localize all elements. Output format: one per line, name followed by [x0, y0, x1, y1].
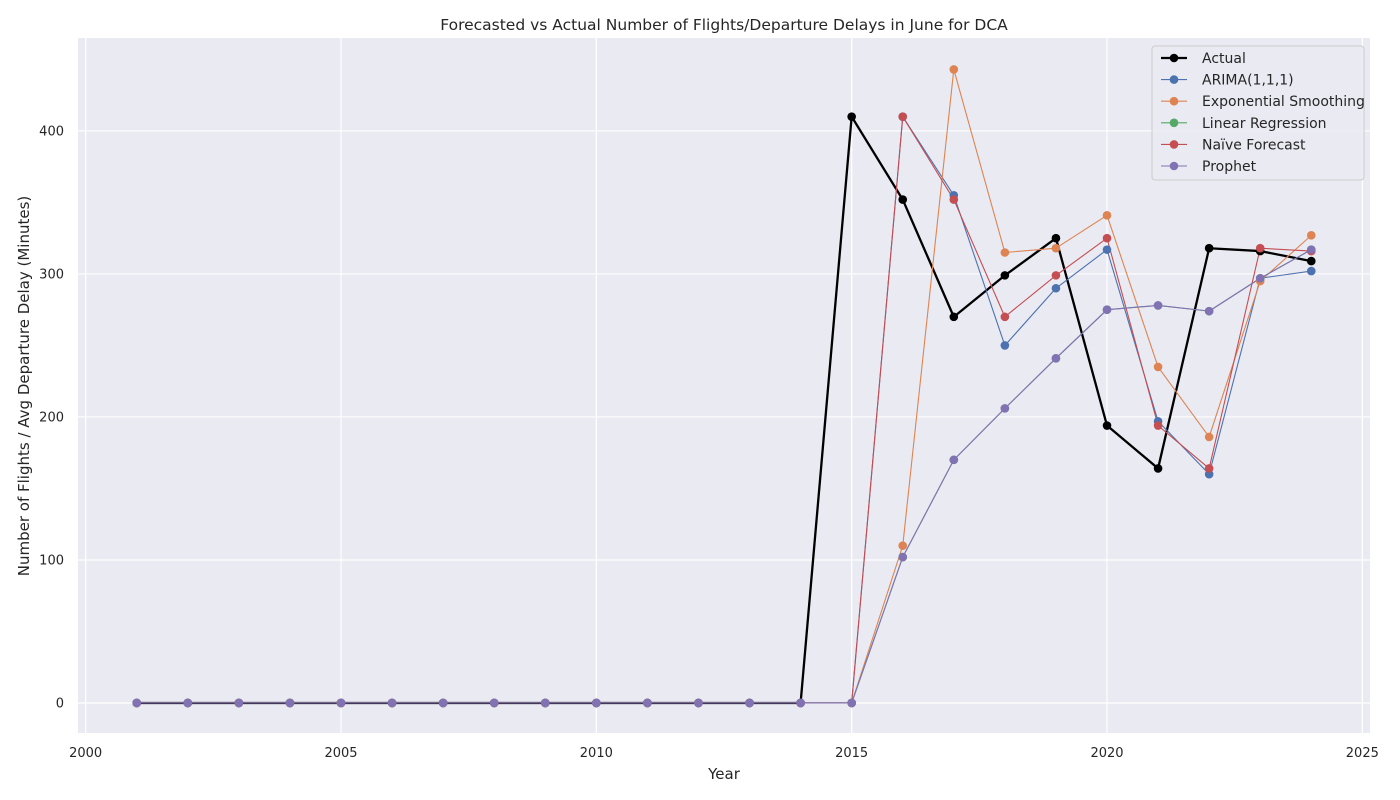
data-point-na-ve-forecast	[1051, 271, 1061, 280]
legend-label-arima-1-1-1: ARIMA(1,1,1)	[1202, 73, 1294, 89]
data-point-prophet	[234, 698, 244, 708]
data-point-actual	[949, 312, 959, 322]
x-tick-label: 2000	[69, 746, 102, 761]
chart-title: Forecasted vs Actual Number of Flights/D…	[440, 16, 1008, 34]
data-point-prophet	[592, 698, 601, 708]
data-point-arima-1-1-1	[1000, 341, 1010, 350]
data-point-na-ve-forecast	[1102, 233, 1112, 243]
data-point-na-ve-forecast	[1255, 243, 1265, 253]
x-tick-label: 2005	[324, 746, 357, 761]
data-point-prophet	[847, 698, 856, 708]
legend-label-actual: Actual	[1202, 51, 1246, 67]
data-point-prophet	[1000, 404, 1010, 413]
y-axis-label: Number of Flights / Avg Departure Delay …	[15, 196, 33, 577]
data-point-exponential-smoothing	[898, 541, 908, 550]
x-tick-label: 2020	[1090, 746, 1123, 761]
data-point-actual	[1051, 233, 1061, 243]
data-point-prophet	[694, 698, 703, 708]
data-point-arima-1-1-1	[1102, 245, 1112, 254]
y-tick-labels: 0 100 200 300 400	[39, 124, 64, 711]
data-point-prophet	[1051, 354, 1061, 363]
data-point-exponential-smoothing	[1000, 248, 1010, 257]
data-point-na-ve-forecast	[1204, 464, 1214, 473]
data-point-exponential-smoothing	[1102, 211, 1112, 220]
legend-label-exponential-smoothing: Exponential Smoothing	[1202, 94, 1365, 110]
data-point-arima-1-1-1	[1306, 266, 1316, 276]
legend-marker-arima-1-1-1	[1169, 75, 1179, 84]
data-point-prophet	[336, 698, 346, 708]
y-tick-label: 100	[39, 553, 64, 568]
data-point-actual	[1000, 271, 1010, 280]
data-point-prophet	[1153, 301, 1163, 310]
data-point-actual	[1306, 256, 1316, 266]
data-point-na-ve-forecast	[1000, 312, 1010, 322]
y-tick-label: 400	[39, 124, 64, 139]
series-line-prophet	[136, 249, 1312, 704]
data-point-prophet	[489, 698, 499, 708]
data-point-prophet	[1204, 306, 1214, 316]
data-point-na-ve-forecast	[949, 195, 959, 204]
legend-marker-exponential-smoothing	[1169, 96, 1179, 106]
data-point-prophet	[1255, 273, 1265, 283]
legend-marker-actual	[1169, 53, 1179, 63]
data-point-prophet	[1102, 305, 1112, 315]
data-point-prophet	[949, 455, 959, 465]
legend-label-na-ve-forecast: Naïve Forecast	[1202, 137, 1306, 153]
data-point-prophet	[540, 698, 550, 708]
legend-marker-linear-regression	[1169, 118, 1179, 128]
data-point-exponential-smoothing	[1306, 231, 1316, 240]
data-point-prophet	[1306, 245, 1316, 254]
data-point-prophet	[745, 698, 754, 708]
x-tick-label: 2010	[580, 746, 613, 761]
x-axis-label: Year	[707, 765, 741, 783]
x-tick-labels: 2000 2005 2010 2015 2020 2025	[69, 746, 1379, 761]
legend: Actual ARIMA(1,1,1) Exponential Smoothing L…	[1151, 45, 1365, 181]
data-point-prophet	[796, 698, 805, 708]
series-lines	[136, 68, 1312, 705]
legend-box	[1151, 45, 1365, 181]
legend-label-prophet: Prophet	[1202, 159, 1257, 175]
data-point-prophet	[643, 698, 652, 708]
data-point-exponential-smoothing	[949, 65, 959, 74]
legend-label-linear-regression: Linear Regression	[1202, 116, 1327, 132]
x-tick-label: 2025	[1346, 746, 1379, 761]
data-point-prophet	[438, 698, 448, 708]
data-point-prophet	[132, 698, 142, 708]
legend-marker-na-ve-forecast	[1169, 140, 1179, 149]
data-point-na-ve-forecast	[1153, 421, 1163, 430]
x-tick-label: 2015	[835, 746, 868, 761]
data-point-actual	[1153, 464, 1163, 473]
data-point-arima-1-1-1	[1051, 283, 1061, 293]
data-point-prophet	[183, 698, 193, 708]
y-tick-label: 0	[56, 696, 64, 711]
data-point-prophet	[387, 698, 397, 708]
y-tick-label: 300	[39, 267, 64, 282]
data-point-actual	[1204, 243, 1214, 253]
y-tick-label: 200	[39, 410, 64, 425]
data-point-exponential-smoothing	[1153, 362, 1163, 372]
data-point-actual	[1102, 421, 1112, 430]
data-point-actual	[898, 195, 908, 204]
data-point-exponential-smoothing	[1051, 243, 1061, 253]
data-point-na-ve-forecast	[898, 112, 908, 121]
data-point-actual	[847, 112, 856, 121]
data-point-prophet	[285, 698, 295, 708]
series-points	[132, 65, 1316, 708]
data-point-prophet	[898, 552, 908, 562]
data-point-exponential-smoothing	[1204, 432, 1214, 442]
legend-marker-prophet	[1169, 161, 1179, 171]
